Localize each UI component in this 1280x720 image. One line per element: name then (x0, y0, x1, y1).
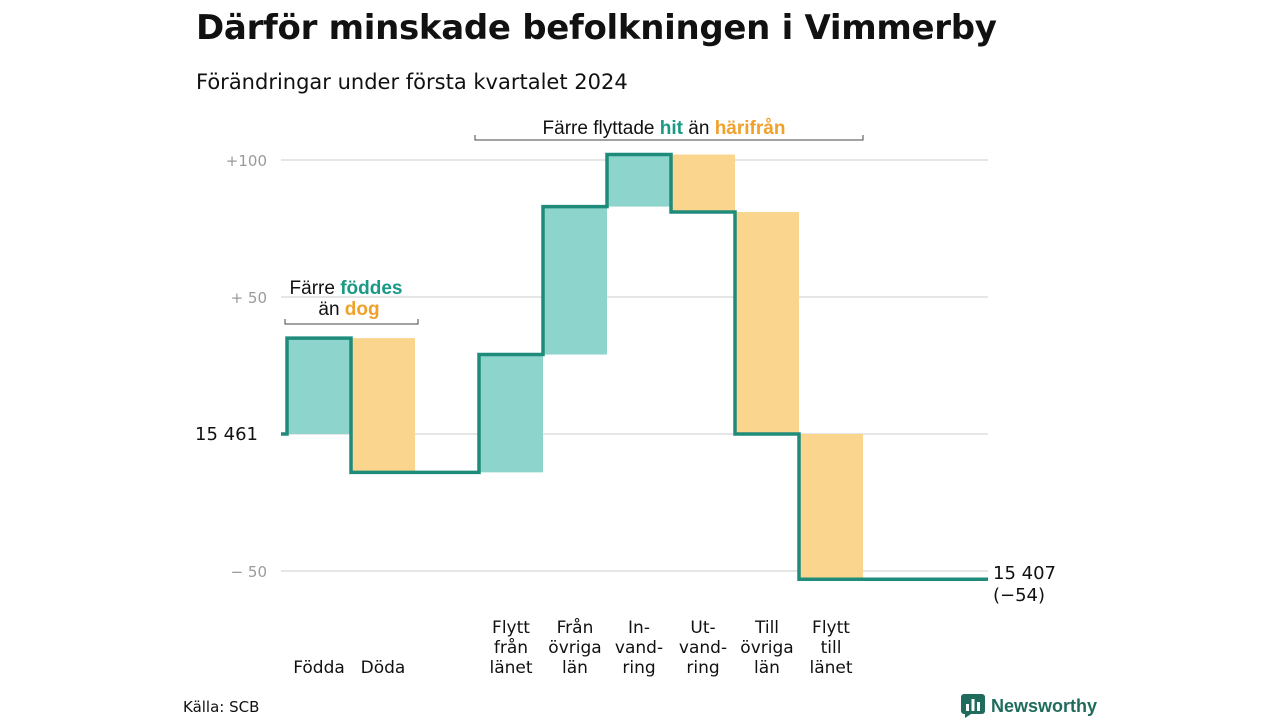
category-label: Födda (293, 658, 345, 678)
category-label: Flytt från länet (489, 618, 532, 678)
category-labels: Födda Döda Flytt från länet Från övriga län In-v… (293, 617, 853, 678)
bar (479, 354, 543, 473)
source-note: Källa: SCB (183, 698, 260, 716)
bars (287, 154, 863, 580)
bar (351, 338, 415, 473)
end-change-label: (−54) (993, 585, 1045, 606)
cumulative-step-line (281, 152, 988, 581)
newsworthy-logo: Newsworthy (961, 694, 1097, 718)
chart-subtitle: Förändringar under första kvartalet 2024 (196, 70, 628, 94)
y-tick-label: +100 (226, 152, 267, 170)
logo-text: Newsworthy (991, 695, 1098, 716)
category-label: Ut-vand-ring (679, 618, 727, 678)
bar (735, 212, 799, 434)
category-label: Till övriga län (740, 618, 793, 678)
bar (671, 154, 735, 213)
annotation-births-deaths: Färre föddes än dog (284, 278, 419, 325)
bar (799, 434, 863, 580)
y-tick-label: + 50 (231, 289, 267, 307)
bar (287, 338, 351, 434)
annotation-births-line2: än dog (318, 299, 379, 320)
annotation-births-line1: Färre föddes (290, 278, 403, 299)
bar-chart-icon (961, 694, 985, 718)
annotation-births-bracket (284, 319, 419, 325)
y-tick-labels: +100 + 50 − 50 (226, 152, 267, 581)
annotation-migration: Färre flyttade hit än härifrån (474, 118, 864, 141)
y-tick-label: − 50 (231, 563, 267, 581)
start-value-label: 15 461 (195, 424, 258, 445)
bar (543, 206, 607, 355)
annotation-migration-bracket (474, 135, 864, 141)
step-line (281, 152, 988, 581)
end-value-label: 15 407 (993, 563, 1056, 584)
chart-title: Därför minskade befolkningen i Vimmerby (196, 8, 997, 48)
bar (607, 154, 671, 207)
category-label: Döda (361, 658, 406, 678)
annotation-migration-text: Färre flyttade hit än härifrån (543, 118, 786, 139)
category-label: Från övriga län (548, 617, 601, 678)
category-label: Flytt till länet (809, 618, 852, 678)
category-label: In-vand-ring (615, 618, 663, 678)
